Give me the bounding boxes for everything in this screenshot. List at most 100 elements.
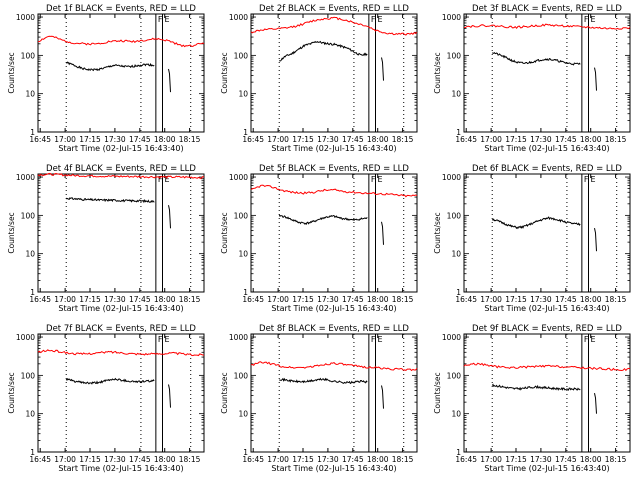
x-tick-label: 17:45: [555, 135, 577, 144]
flag-label-e: E: [378, 15, 383, 24]
flag-label-e: E: [591, 335, 596, 344]
x-tick-label: 17:00: [480, 295, 502, 304]
y-tick-label: 1000: [16, 13, 35, 22]
flag-label-f: F: [158, 175, 163, 184]
events-series-line: [65, 197, 155, 204]
events-series-line: [65, 61, 155, 72]
y-axis-label: Counts/sec: [220, 212, 229, 253]
x-tick-label: 17:00: [54, 295, 76, 304]
events-tail-segment: [168, 68, 171, 93]
flag-label-e: E: [591, 15, 596, 24]
x-tick-label: 17:45: [342, 295, 364, 304]
lld-series-line: [37, 172, 205, 180]
lld-series-line: [464, 23, 631, 30]
events-tail-segment: [594, 227, 597, 252]
x-axis-label: Start Time (02-Jul-15 16:43:40): [484, 304, 609, 313]
x-tick-label: 18:15: [605, 295, 627, 304]
y-axis-label: Counts/sec: [7, 372, 16, 413]
y-tick-label: 10: [25, 90, 35, 99]
x-axis-label: Start Time (02-Jul-15 16:43:40): [484, 464, 609, 473]
x-tick-label: 18:00: [367, 295, 389, 304]
y-axis-label: Counts/sec: [433, 372, 442, 413]
x-tick-label: 18:15: [179, 135, 201, 144]
x-tick-label: 17:45: [342, 135, 364, 144]
y-tick-label: 1: [30, 448, 35, 457]
x-tick-label: 18:00: [367, 455, 389, 464]
x-tick-label: 17:45: [129, 295, 151, 304]
flag-label-f: F: [584, 335, 589, 344]
y-tick-label: 1000: [16, 173, 35, 182]
x-tick-label: 18:15: [179, 455, 201, 464]
events-tail-segment: [381, 221, 384, 245]
panel-title: Det 6f BLACK = Events, RED = LLD: [472, 164, 622, 174]
x-tick-label: 17:15: [505, 295, 527, 304]
events-tail-segment: [168, 384, 171, 408]
y-axis-label: Counts/sec: [433, 212, 442, 253]
y-tick-label: 100: [447, 51, 462, 60]
y-axis-label: Counts/sec: [7, 52, 16, 93]
events-series-line: [279, 377, 368, 385]
x-axis-label: Start Time (02-Jul-15 16:43:40): [271, 144, 396, 153]
flag-label-f: F: [584, 15, 589, 24]
y-tick-label: 1: [30, 288, 35, 297]
y-tick-label: 1000: [442, 13, 461, 22]
plot-frame: [463, 173, 631, 293]
x-tick-label: 18:00: [154, 455, 176, 464]
x-tick-label: 17:30: [104, 295, 126, 304]
y-axis-label: Counts/sec: [7, 212, 16, 253]
y-tick-label: 1000: [229, 13, 248, 22]
panel-title: Det 9f BLACK = Events, RED = LLD: [472, 324, 622, 334]
events-tail-segment: [168, 205, 171, 229]
y-tick-label: 10: [238, 410, 248, 419]
y-tick-label: 1: [243, 128, 248, 137]
y-tick-label: 10: [238, 90, 248, 99]
x-tick-label: 18:00: [580, 455, 602, 464]
flag-label-f: F: [158, 15, 163, 24]
plot-frame: [250, 13, 418, 133]
x-axis-label: Start Time (02-Jul-15 16:43:40): [58, 464, 183, 473]
x-axis-label: Start Time (02-Jul-15 16:43:40): [58, 144, 183, 153]
flag-label-e: E: [165, 335, 170, 344]
y-tick-label: 10: [451, 250, 461, 259]
x-tick-label: 16:45: [29, 295, 51, 304]
flag-label-f: F: [158, 335, 163, 344]
detector-panel-7: Det 7f BLACK = Events, RED = LLD 16:45 17:…: [7, 324, 205, 473]
x-tick-label: 17:00: [267, 295, 289, 304]
x-tick-label: 17:30: [530, 135, 552, 144]
x-tick-label: 16:45: [29, 455, 51, 464]
panel-title: Det 4f BLACK = Events, RED = LLD: [46, 164, 196, 174]
x-tick-label: 17:45: [555, 455, 577, 464]
x-tick-label: 18:00: [154, 295, 176, 304]
y-tick-label: 1: [456, 288, 461, 297]
x-tick-label: 18:15: [392, 135, 414, 144]
y-tick-label: 1: [30, 128, 35, 137]
plot-frame: [37, 173, 205, 293]
plot-frame: [37, 13, 205, 133]
x-tick-label: 17:00: [480, 135, 502, 144]
panel-title: Det 7f BLACK = Events, RED = LLD: [46, 324, 196, 334]
x-tick-label: 18:15: [605, 455, 627, 464]
x-tick-label: 16:45: [29, 135, 51, 144]
flag-label-e: E: [165, 15, 170, 24]
plot-frame: [463, 13, 631, 133]
panel-title: Det 8f BLACK = Events, RED = LLD: [259, 324, 409, 334]
x-tick-label: 17:00: [54, 135, 76, 144]
flag-label-e: E: [378, 335, 383, 344]
x-tick-label: 17:30: [104, 135, 126, 144]
flag-label-f: F: [371, 15, 376, 24]
flag-label-e: E: [378, 175, 383, 184]
events-tail-segment: [594, 392, 597, 414]
x-tick-label: 17:45: [129, 455, 151, 464]
x-tick-label: 17:45: [129, 135, 151, 144]
plot-frame: [250, 173, 418, 293]
flag-label-f: F: [584, 175, 589, 184]
lld-series-line: [37, 35, 205, 48]
x-tick-label: 17:45: [555, 295, 577, 304]
x-tick-label: 17:15: [79, 295, 101, 304]
x-axis-label: Start Time (02-Jul-15 16:43:40): [58, 304, 183, 313]
lld-series-line: [37, 349, 205, 357]
x-tick-label: 17:30: [530, 295, 552, 304]
